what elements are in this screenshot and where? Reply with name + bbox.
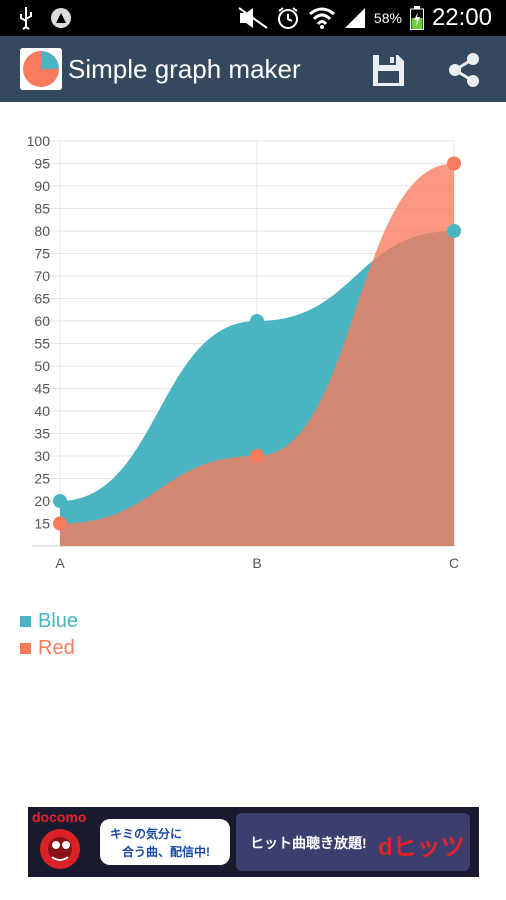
- y-tick-label: 65: [34, 291, 50, 307]
- ad-brand: docomo: [32, 809, 87, 825]
- ad-bubble-line2: 合う曲、配信中!: [122, 845, 210, 859]
- area-chart: 15 20 25 30 35 40 45 50 55 60 65 70 75 80 85 90 95 100 A B C: [27, 133, 461, 571]
- data-point-red: [53, 516, 67, 531]
- y-tick-label: 15: [34, 516, 50, 532]
- status-time: 22:00: [431, 4, 492, 31]
- y-tick-label: 60: [34, 313, 50, 329]
- app-title: Simple graph maker: [68, 54, 301, 84]
- ad-bubble-line1: キミの気分に: [110, 827, 183, 841]
- x-tick-label: A: [55, 555, 65, 571]
- y-tick-label: 25: [34, 471, 50, 487]
- ad-cta-text: ヒット曲聴き放題!: [250, 835, 367, 851]
- save-icon[interactable]: [368, 50, 408, 90]
- y-tick-label: 35: [34, 426, 50, 442]
- series-areas: [60, 163, 454, 546]
- usb-icon: [20, 7, 32, 30]
- data-point-red: [447, 156, 461, 171]
- y-tick-label: 20: [34, 493, 50, 509]
- legend-item-blue: Blue: [20, 608, 78, 635]
- data-points: [53, 156, 461, 531]
- battery-icon: [409, 6, 424, 30]
- ad-mascot-icon: [40, 829, 80, 869]
- data-point-blue: [250, 314, 264, 328]
- y-tick-label: 30: [34, 448, 50, 464]
- y-tick-label: 100: [27, 133, 51, 149]
- signal-icon: [344, 8, 365, 28]
- app-logo-icon[interactable]: [20, 48, 62, 90]
- legend-item-red: Red: [20, 635, 78, 662]
- legend-label-blue: Blue: [38, 610, 79, 632]
- alarm-icon: [277, 7, 298, 29]
- wifi-icon: [308, 7, 335, 29]
- mute-icon: [238, 7, 268, 29]
- y-tick-label: 70: [34, 268, 50, 284]
- share-icon[interactable]: [444, 50, 484, 90]
- data-point-blue: [53, 494, 67, 508]
- y-tick-label: 45: [34, 381, 50, 397]
- y-tick-label: 90: [34, 178, 50, 194]
- y-tick-label: 85: [34, 201, 50, 217]
- y-tick-label: 50: [34, 358, 50, 374]
- axis-labels: 15 20 25 30 35 40 45 50 55 60 65 70 75 80 85 90 95 100 A B C: [27, 133, 459, 571]
- ad-speech-bubble: キミの気分に 合う曲、配信中!: [100, 819, 230, 865]
- status-bar: 58% 22:00: [0, 0, 506, 36]
- y-tick-label: 55: [34, 336, 50, 352]
- data-point-blue: [447, 224, 461, 238]
- y-tick-label: 95: [34, 156, 50, 172]
- legend-label-red: Red: [38, 637, 75, 659]
- legend-swatch-red: [20, 643, 31, 654]
- action-bar: Simple graph maker: [0, 36, 506, 102]
- y-tick-label: 75: [34, 246, 50, 262]
- battery-percent: 58%: [373, 10, 402, 26]
- ad-logo-text: dヒッツ: [378, 834, 465, 861]
- notification-icon: [51, 8, 71, 28]
- y-tick-label: 80: [34, 223, 50, 239]
- x-tick-label: C: [449, 555, 459, 571]
- legend-swatch-blue: [20, 616, 31, 627]
- ad-cta-panel: ヒット曲聴き放題! dヒッツ: [236, 813, 470, 871]
- data-point-red: [250, 449, 264, 463]
- y-tick-label: 40: [34, 403, 50, 419]
- chart-legend: Blue Red: [20, 608, 78, 662]
- series-area-red: [60, 163, 454, 546]
- x-tick-label: B: [252, 555, 261, 571]
- ad-banner[interactable]: docomo キミの気分に 合う曲、配信中! ヒット曲聴き放題! dヒッツ: [28, 807, 479, 877]
